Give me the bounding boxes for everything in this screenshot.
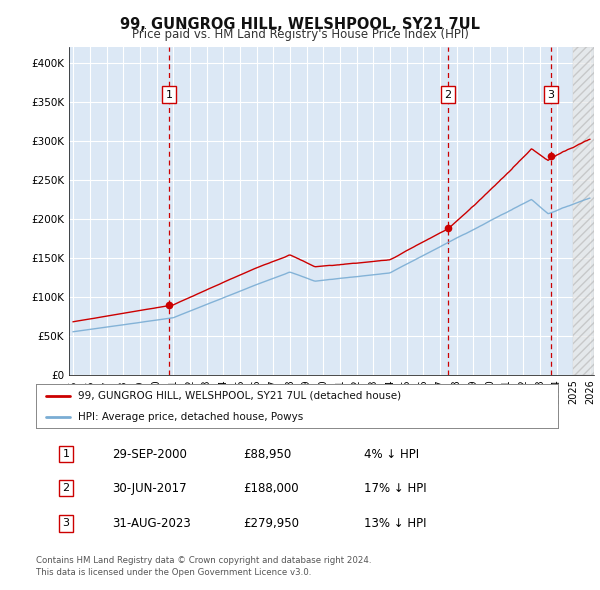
Text: 30-JUN-2017: 30-JUN-2017	[112, 482, 187, 495]
Text: 4% ↓ HPI: 4% ↓ HPI	[364, 448, 419, 461]
Text: £188,000: £188,000	[244, 482, 299, 495]
Text: 29-SEP-2000: 29-SEP-2000	[112, 448, 187, 461]
Text: 17% ↓ HPI: 17% ↓ HPI	[364, 482, 426, 495]
Text: £279,950: £279,950	[244, 517, 299, 530]
Text: 31-AUG-2023: 31-AUG-2023	[112, 517, 191, 530]
Text: 99, GUNGROG HILL, WELSHPOOL, SY21 7UL (detached house): 99, GUNGROG HILL, WELSHPOOL, SY21 7UL (d…	[78, 391, 401, 401]
Text: 13% ↓ HPI: 13% ↓ HPI	[364, 517, 426, 530]
Text: 1: 1	[166, 90, 173, 100]
Text: 2: 2	[62, 483, 70, 493]
Text: 1: 1	[62, 450, 70, 459]
Text: 99, GUNGROG HILL, WELSHPOOL, SY21 7UL: 99, GUNGROG HILL, WELSHPOOL, SY21 7UL	[120, 17, 480, 31]
Text: Contains HM Land Registry data © Crown copyright and database right 2024.
This d: Contains HM Land Registry data © Crown c…	[36, 556, 371, 576]
Text: HPI: Average price, detached house, Powys: HPI: Average price, detached house, Powy…	[78, 412, 303, 422]
Text: 3: 3	[62, 519, 70, 529]
Text: Price paid vs. HM Land Registry's House Price Index (HPI): Price paid vs. HM Land Registry's House …	[131, 28, 469, 41]
Text: £88,950: £88,950	[244, 448, 292, 461]
Text: 3: 3	[548, 90, 554, 100]
Text: 2: 2	[445, 90, 452, 100]
